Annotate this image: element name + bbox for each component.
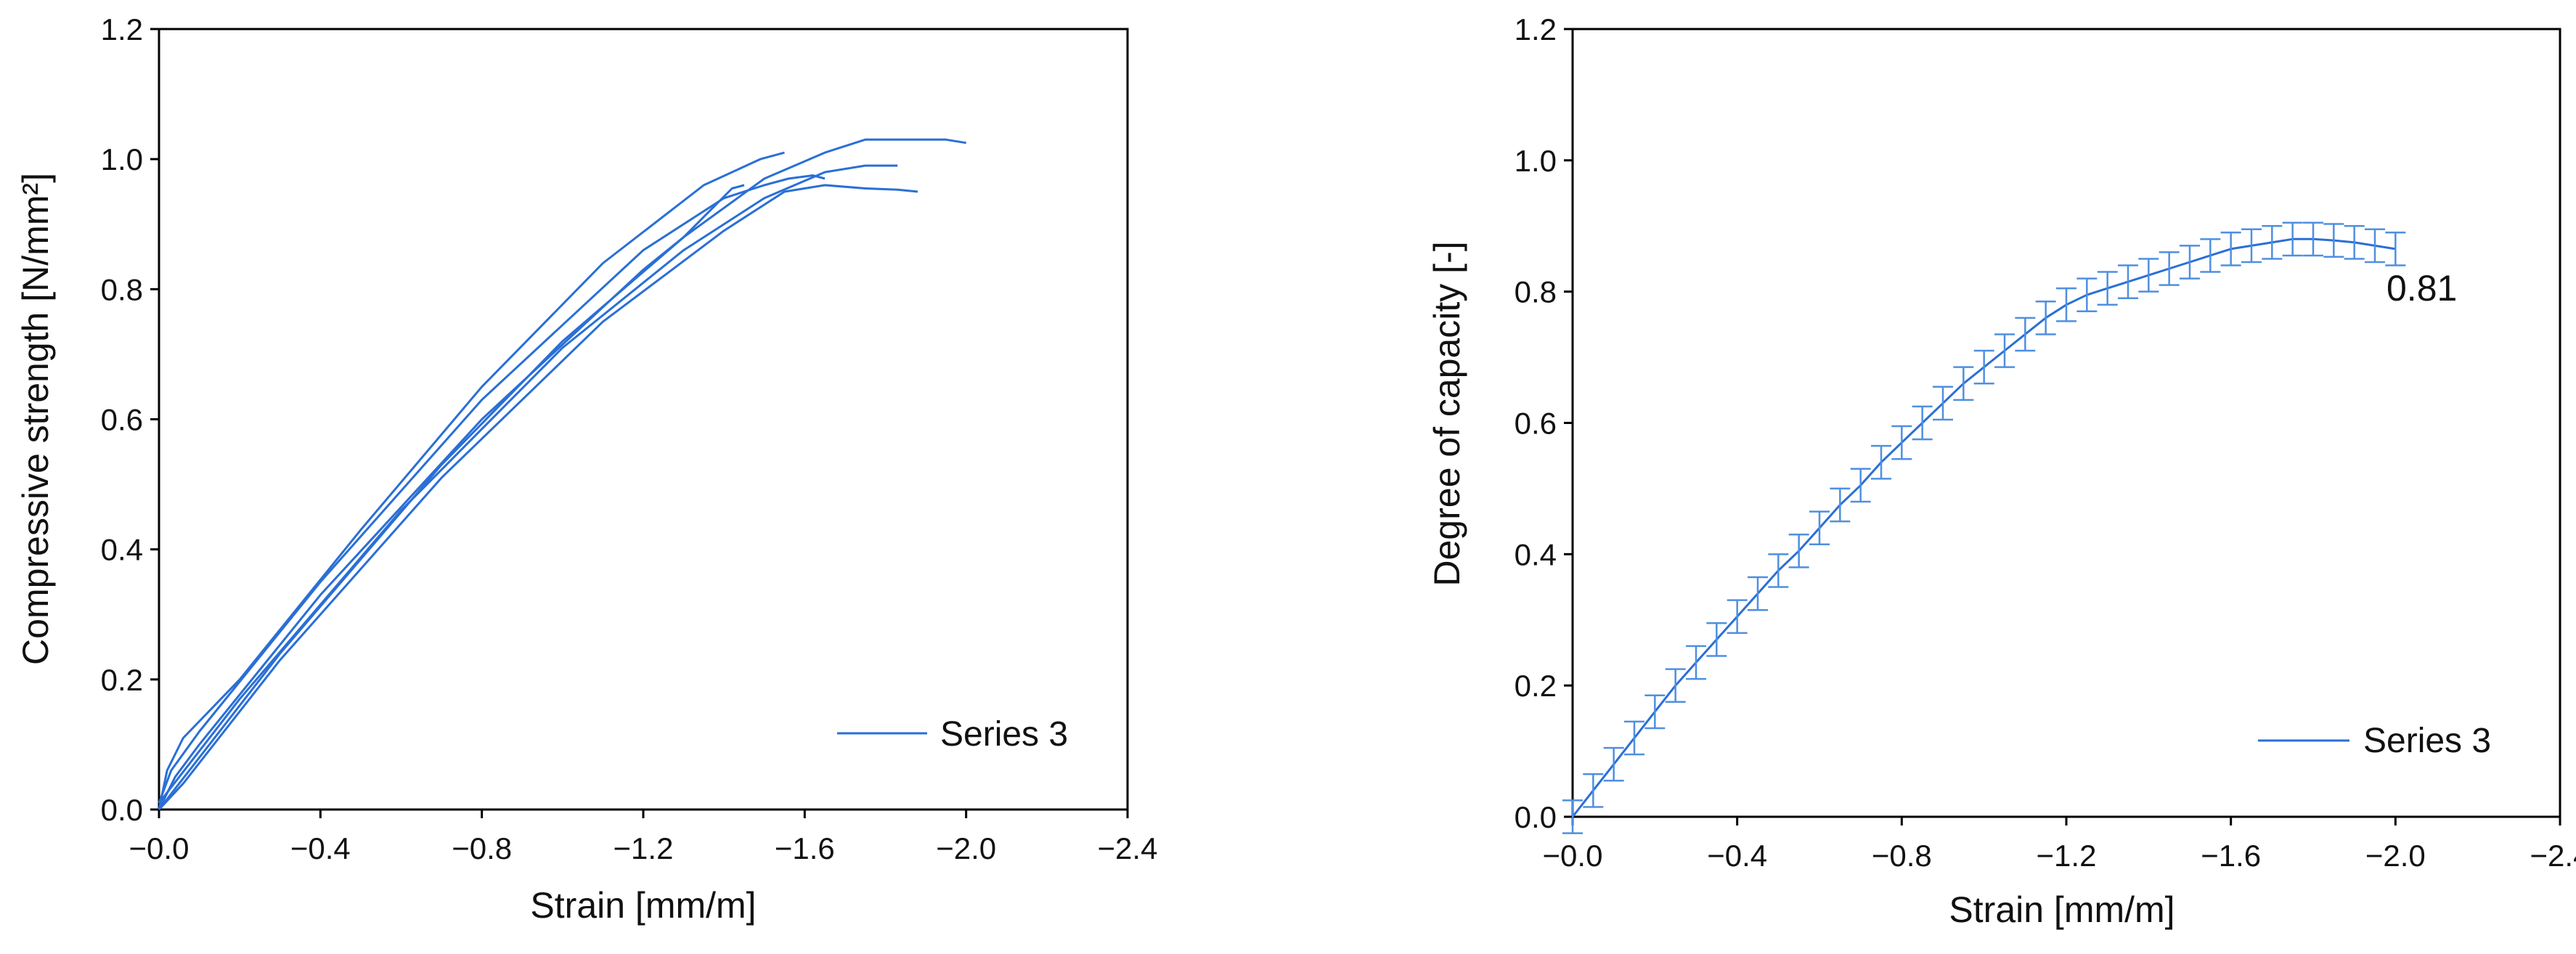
series-line <box>158 138 966 810</box>
error-bar <box>2344 225 2365 260</box>
error-bar <box>2262 225 2283 260</box>
y-tick-label: 0.2 <box>1515 669 1557 703</box>
legend-label-left: Series 3 <box>940 715 1068 754</box>
error-bar <box>2323 223 2344 258</box>
error-bar <box>1644 694 1666 730</box>
x-tick-label: −1.2 <box>2037 839 2097 873</box>
error-bar <box>1562 799 1583 834</box>
error-bar <box>1953 366 1974 401</box>
x-tick-label: −0.8 <box>452 831 512 865</box>
chart-right: Strain [mm/m] Degree of capacity [-] Ser… <box>1427 12 2576 930</box>
chart-left: Strain [mm/m] Compressive strength [N/mm… <box>15 12 1157 926</box>
error-bar <box>2303 221 2323 257</box>
error-bar <box>1686 645 1706 680</box>
error-bar <box>1891 425 1912 460</box>
error-bar <box>2076 277 2098 313</box>
error-bar <box>1871 444 1891 480</box>
series-line <box>158 174 826 804</box>
x-axis-label-right: Strain [mm/m] <box>1949 889 2174 930</box>
series-line <box>158 184 918 811</box>
y-tick-label: 1.0 <box>101 142 143 176</box>
x-tick-label: −2.4 <box>2530 839 2576 873</box>
error-bar <box>1994 333 2015 368</box>
plot-frame-right <box>1571 28 2561 818</box>
x-tick-label: −0.0 <box>1543 839 1603 873</box>
y-axis-label-left: Compressive strength [N/mm²] <box>15 173 56 665</box>
error-bar <box>2365 228 2385 264</box>
error-bar <box>2118 264 2138 299</box>
legend-left: Series 3 <box>837 715 1068 754</box>
y-axis-label-right: Degree of capacity [-] <box>1427 241 1467 586</box>
x-tick-label: −1.2 <box>614 831 674 865</box>
error-bar <box>2200 238 2221 273</box>
error-bar <box>2220 232 2241 266</box>
legend-right: Series 3 <box>2258 722 2491 760</box>
y-tick-label: 0.2 <box>101 663 143 697</box>
error-bar <box>1727 599 1748 635</box>
y-tick-label: 0.4 <box>1515 537 1557 571</box>
series-line <box>1571 237 2396 818</box>
error-bar <box>2138 258 2159 293</box>
error-bar <box>2241 228 2262 264</box>
error-bar <box>1912 405 1933 441</box>
series-line <box>158 184 745 810</box>
error-bar <box>1706 622 1727 657</box>
x-tick-label: −0.4 <box>1707 839 1767 873</box>
y-tick-label: 0.8 <box>1515 275 1557 309</box>
x-tick-label: −0.0 <box>129 831 189 865</box>
error-bar <box>1624 720 1644 756</box>
annotation-peak-value: 0.81 <box>2387 268 2457 309</box>
error-bar <box>1809 510 1830 546</box>
error-bar <box>1788 533 1809 568</box>
x-tick-label: −2.4 <box>1098 831 1158 865</box>
error-bar <box>1850 468 1871 503</box>
error-bar <box>2097 271 2118 306</box>
y-tick-label: 0.8 <box>101 272 143 306</box>
error-bar <box>1933 386 1953 421</box>
error-bar <box>1583 772 1604 808</box>
series-line <box>158 164 898 804</box>
x-tick-label: −0.4 <box>290 831 351 865</box>
y-tick-label: 0.0 <box>101 793 143 827</box>
legend-label-right: Series 3 <box>2363 722 2491 760</box>
y-tick-label: 0.6 <box>101 403 143 437</box>
x-tick-label: −2.0 <box>2365 839 2426 873</box>
y-tick-label: 0.0 <box>1515 800 1557 834</box>
error-bar <box>1665 668 1686 704</box>
y-tick-label: 1.2 <box>101 12 143 46</box>
error-bar <box>1748 576 1768 611</box>
y-tick-label: 1.2 <box>1515 12 1557 46</box>
x-tick-label: −2.0 <box>936 831 996 865</box>
y-tick-label: 0.4 <box>101 533 143 567</box>
y-tick-label: 1.0 <box>1515 144 1557 178</box>
series-line <box>158 151 785 810</box>
plot-frame-left <box>158 28 1129 811</box>
error-bar <box>2015 317 2036 352</box>
error-bar <box>2159 251 2180 286</box>
x-axis-label-left: Strain [mm/m] <box>530 885 756 926</box>
x-tick-label: −1.6 <box>2201 839 2261 873</box>
error-bar <box>1603 746 1624 782</box>
error-bar <box>2282 221 2303 257</box>
x-tick-label: −0.8 <box>1872 839 1932 873</box>
error-bar <box>1768 553 1789 588</box>
error-bar <box>2035 300 2056 335</box>
error-bar <box>1973 349 1994 385</box>
y-tick-label: 0.6 <box>1515 407 1557 441</box>
error-bar <box>2180 245 2200 280</box>
error-bar <box>2056 287 2076 322</box>
error-bar <box>1830 487 1851 523</box>
x-tick-label: −1.6 <box>775 831 835 865</box>
error-bar <box>2385 232 2406 266</box>
